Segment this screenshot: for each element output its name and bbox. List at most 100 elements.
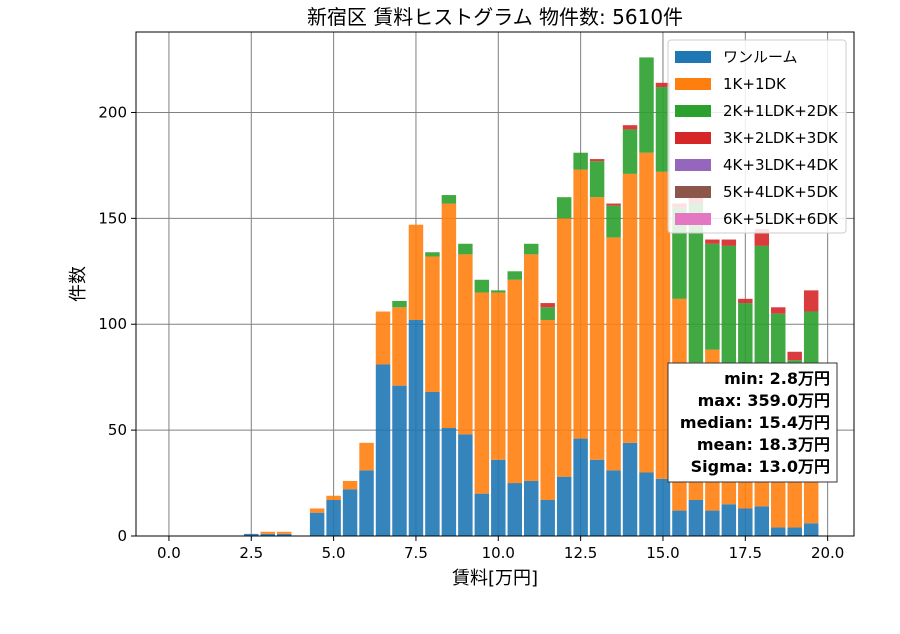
bar-segment [705,243,720,350]
legend-label: 5K+4LDK+5DK [723,183,839,201]
bar-segment [738,298,753,304]
bar-segment [589,159,605,162]
bar-segment [359,470,374,536]
bar-segment [606,470,621,536]
bar-segment [441,428,457,536]
bar-segment [655,87,671,172]
bar-segment [392,385,407,536]
bar-segment [639,57,654,153]
x-tick-label: 10.0 [482,544,515,562]
bar-segment [523,243,539,255]
bar-segment [458,434,473,536]
bar-segment [622,442,638,536]
bar-segment [523,254,539,481]
bar-segment [688,500,704,536]
bar-segment [408,224,424,320]
plot-frame [135,31,855,537]
bar-segment [705,239,720,244]
bar-segment [754,506,770,536]
stats-box: min: 2.8万円 max: 359.0万円 median: 15.4万円 m… [667,362,838,483]
bar-segment [787,527,802,536]
bar-segment [474,279,490,293]
bar-segment [606,205,621,238]
bar-segment [260,531,275,534]
bar-segment [491,459,506,536]
stats-mean: mean: 18.3万円 [697,435,830,454]
legend-swatch [675,78,711,90]
bar-segment [326,500,341,536]
bar-segment [375,364,391,536]
bar-segment [721,239,737,246]
y-axis-ticks: 0 50 100 150 200 [98,103,136,545]
bar-segment [573,152,588,170]
bar-segment [589,161,605,198]
bar-segment [556,197,572,219]
bar-segment [573,438,588,536]
legend-swatch [675,186,711,198]
bar-segment [425,256,440,392]
y-tick-label: 0 [117,527,127,545]
bar-segment [589,459,605,536]
bar-segment [589,197,605,460]
bar-segment [359,442,374,471]
bar-segment [392,300,407,308]
stats-median: median: 15.4万円 [680,413,830,432]
bar-segment [425,252,440,257]
stats-min: min: 2.8万円 [724,369,830,388]
bar-segment [622,129,638,174]
bar-segment [655,82,671,88]
bar-segment [803,290,819,312]
bar-segment [441,195,457,204]
bar-segment [688,203,704,363]
bar-segment [622,173,638,443]
legend: ワンルーム 1K+1DK 2K+1LDK+2DK 3K+2LDK+3DK 4K+3LDK… [667,39,847,234]
bar-segment [771,468,786,528]
x-tick-label: 2.5 [239,544,263,562]
x-axis-label: 賃料[万円] [452,568,538,589]
bar-segment [375,311,391,365]
bar-segment [738,508,753,536]
x-tick-label: 5.0 [322,544,346,562]
bar-segment [342,489,358,536]
legend-swatch [675,51,711,63]
bar-segment [309,508,325,513]
bar-segment [672,510,687,536]
bar-segment [787,476,802,528]
x-tick-label: 12.5 [564,544,597,562]
stats-box-frame [667,362,838,483]
bar-segment [705,510,720,536]
bar-segment [639,152,654,473]
bar-segment [556,476,572,536]
bar-segment [622,125,638,130]
x-axis-ticks: 0.0 2.5 5.0 7.5 10.0 12.5 15.0 17.5 20.0 [157,536,844,562]
legend-swatch [675,105,711,117]
bar-segment [326,495,341,500]
bar-segment [803,523,819,536]
legend-label: 1K+1DK [723,75,787,93]
bar-segment [721,245,737,378]
legend-label: 3K+2LDK+3DK [723,129,839,147]
legend-swatch [675,213,711,225]
bar-segment [276,533,292,536]
y-axis-label: 件数 [68,266,89,302]
bar-segment [342,480,358,490]
bar-segment [771,307,786,314]
bar-segment [507,483,522,536]
legend-label: 6K+5LDK+6DK [723,210,839,228]
chart-title: 新宿区 賃料ヒストグラム 物件数: 5610件 [307,5,683,29]
legend-label: ワンルーム [723,48,798,66]
y-tick-label: 50 [108,421,127,439]
stats-max: max: 359.0万円 [698,391,830,410]
bar-segment [540,303,555,308]
legend-swatch [675,159,711,171]
bar-segment [803,472,819,524]
stats-sigma: Sigma: 13.0万円 [691,457,830,476]
bar-segment [721,504,737,536]
bar-segment [787,351,802,361]
bar-segment [408,320,424,536]
y-tick-label: 100 [98,315,127,333]
bar-segment [639,472,654,536]
x-tick-label: 7.5 [404,544,428,562]
bar-segment [507,279,522,484]
